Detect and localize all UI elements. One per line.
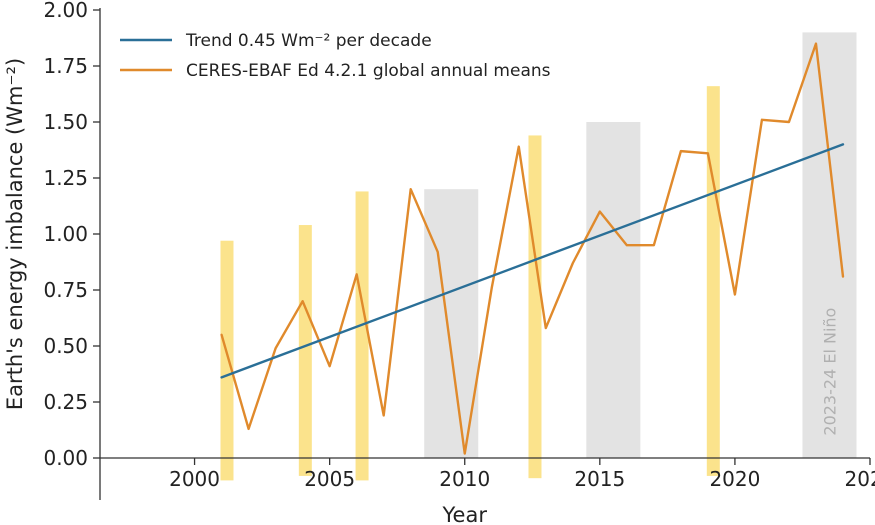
y-tick-label-2: 0.50 xyxy=(43,334,88,358)
x-tick-label-0: 2000 xyxy=(169,467,220,491)
x-tick-label-4: 2020 xyxy=(709,467,760,491)
x-tick-label-5: 2025 xyxy=(845,467,875,491)
yellow-bar-1 xyxy=(298,225,312,476)
y-tick-label-3: 0.75 xyxy=(43,278,88,302)
background-layer xyxy=(220,32,857,481)
y-tick-label-7: 1.75 xyxy=(43,54,88,78)
axes-layer xyxy=(99,8,870,500)
x-tick-label-1: 2005 xyxy=(304,467,355,491)
yellow-bar-4 xyxy=(706,86,720,476)
y-tick-label-5: 1.25 xyxy=(43,166,88,190)
x-tick-label-2: 2010 xyxy=(439,467,490,491)
legend-label-trend: Trend 0.45 Wm⁻² per decade xyxy=(185,31,432,51)
series-line-1 xyxy=(220,143,845,379)
y-tick-label-0: 0.00 xyxy=(43,446,88,470)
legend: Trend 0.45 Wm⁻² per decade CERES-EBAF Ed… xyxy=(120,31,551,81)
y-tick-label-8: 2.00 xyxy=(43,0,88,22)
yellow-bar-3 xyxy=(528,135,542,479)
series-line-0 xyxy=(220,42,845,455)
el-nino-shading-0 xyxy=(424,189,479,458)
yellow-bar-0 xyxy=(220,240,234,481)
x-tick-label-3: 2015 xyxy=(574,467,625,491)
y-axis-title: Earth's energy imbalance (Wm⁻²) xyxy=(3,58,27,410)
el-nino-shading-2 xyxy=(802,32,857,459)
y-tick-label-4: 1.00 xyxy=(43,222,88,246)
el-nino-shading-1 xyxy=(586,122,641,458)
legend-label-ceres: CERES-EBAF Ed 4.2.1 global annual means xyxy=(186,61,551,81)
series-layer xyxy=(220,42,845,455)
el-nino-annotation: 2023-24 El Niño xyxy=(820,308,839,436)
y-tick-label-1: 0.25 xyxy=(43,390,88,414)
ticks-layer: 0.00 0.25 0.50 0.75 1.00 1.25 1.50 1.75 2.00 2000… xyxy=(43,0,875,491)
x-axis-title: Year xyxy=(442,503,488,525)
yellow-bar-2 xyxy=(355,191,369,481)
y-tick-label-6: 1.50 xyxy=(43,110,88,134)
